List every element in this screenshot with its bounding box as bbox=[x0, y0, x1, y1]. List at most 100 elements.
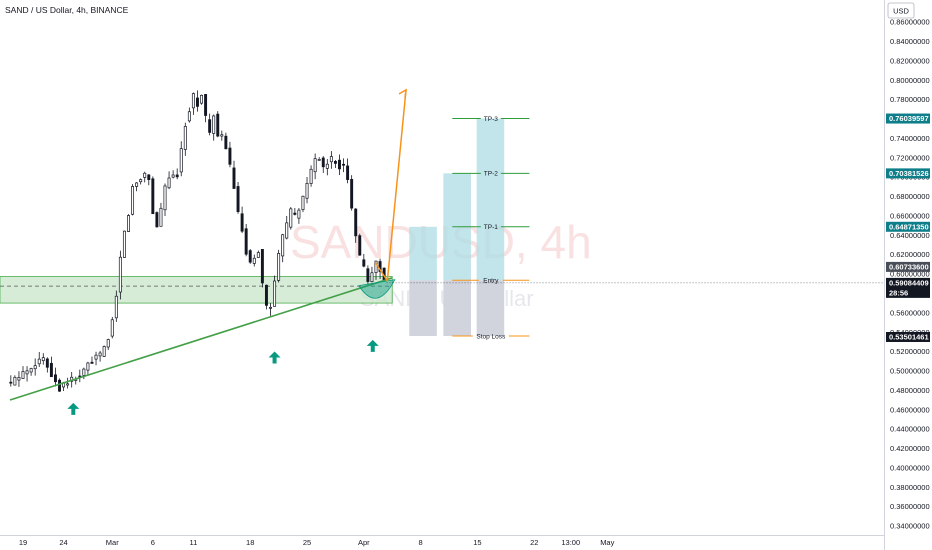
candle bbox=[33, 358, 37, 376]
entry-price-tag bbox=[886, 261, 930, 272]
candle bbox=[196, 90, 199, 112]
candle-body-down bbox=[358, 235, 362, 256]
target-box-3[interactable] bbox=[476, 118, 505, 281]
candle-body-up bbox=[256, 252, 260, 258]
candle-body-up bbox=[171, 174, 175, 178]
candle bbox=[208, 113, 212, 136]
candle bbox=[86, 361, 90, 376]
candle-body-up bbox=[25, 370, 29, 375]
price-tick-label: 0.84000000 bbox=[890, 37, 930, 46]
candle bbox=[131, 184, 135, 216]
candle bbox=[277, 249, 281, 283]
time-tick-label: 18 bbox=[246, 538, 254, 547]
candle-body-up bbox=[281, 234, 285, 257]
price-tick-label: 0.48000000 bbox=[890, 386, 930, 395]
candle bbox=[127, 214, 130, 233]
price-tick-label: 0.46000000 bbox=[890, 405, 930, 414]
time-axis-ticks: 19 24 Mar 6 11 18 25 Apr 8 15 22 13:00 May bbox=[19, 538, 615, 547]
candle bbox=[366, 265, 370, 285]
candle bbox=[333, 159, 337, 169]
candle bbox=[200, 94, 203, 105]
candle bbox=[260, 249, 264, 288]
candle bbox=[362, 253, 366, 268]
candle-body-down bbox=[45, 358, 49, 368]
candle bbox=[175, 168, 179, 180]
price-tick-label: 0.38000000 bbox=[890, 483, 930, 492]
support-zone[interactable] bbox=[0, 276, 393, 304]
candle-body-down bbox=[260, 249, 264, 284]
candle-body-up bbox=[114, 295, 118, 319]
projection-arrowhead bbox=[398, 88, 407, 98]
candle-body-down bbox=[58, 379, 61, 392]
candle-body-up bbox=[220, 134, 224, 137]
stop-box-2[interactable] bbox=[443, 280, 471, 337]
candle-body-up bbox=[285, 222, 289, 239]
stop-box-3[interactable] bbox=[476, 280, 505, 337]
candle bbox=[285, 215, 289, 240]
candle bbox=[110, 316, 114, 339]
candle-body-up bbox=[17, 377, 21, 381]
candle-body-up bbox=[98, 352, 102, 357]
target-box-1[interactable] bbox=[409, 226, 437, 281]
candle bbox=[183, 122, 187, 156]
price-tick-label: 0.40000000 bbox=[890, 463, 930, 472]
candle-body-down bbox=[224, 135, 228, 150]
candle-body-down bbox=[147, 174, 151, 180]
candle-body-down bbox=[378, 261, 382, 272]
stop-box-1[interactable] bbox=[409, 280, 437, 337]
candle bbox=[25, 366, 29, 382]
candle bbox=[297, 208, 301, 224]
current-price-tag bbox=[886, 277, 930, 298]
candle-body-up bbox=[143, 172, 147, 178]
price-tick-label: 0.62000000 bbox=[890, 250, 930, 259]
candle bbox=[45, 357, 49, 373]
candle bbox=[342, 158, 346, 173]
candle bbox=[273, 275, 277, 307]
candle bbox=[321, 156, 325, 173]
price-tick-label: 0.74000000 bbox=[890, 134, 930, 143]
candle-body-up bbox=[33, 365, 37, 370]
candle-body-up bbox=[13, 376, 17, 386]
candle bbox=[252, 254, 256, 267]
price-tick-label: 0.44000000 bbox=[890, 425, 930, 434]
candle-body-down bbox=[232, 167, 236, 189]
tp-label: TP-1 bbox=[484, 224, 498, 231]
support-trendline[interactable] bbox=[9, 277, 393, 401]
bounce-shape[interactable] bbox=[358, 279, 396, 299]
candle bbox=[354, 208, 358, 243]
candle-body-down bbox=[208, 119, 212, 133]
candle-body-up bbox=[110, 319, 114, 337]
currency-button[interactable] bbox=[887, 2, 915, 19]
time-tick-label: 6 bbox=[151, 538, 155, 547]
currency-label: USD bbox=[893, 7, 909, 16]
candle bbox=[256, 250, 260, 258]
candle-body-up bbox=[94, 354, 98, 360]
candle-body-up bbox=[82, 368, 86, 376]
current-price-tag-text: 0.59084409 bbox=[889, 278, 929, 287]
candle bbox=[118, 250, 122, 300]
time-axis[interactable]: 19 24 Mar 6 11 18 25 Apr 8 15 22 13:00 May bbox=[0, 535, 884, 548]
projection-path[interactable] bbox=[374, 89, 407, 283]
candle-body-up bbox=[329, 156, 333, 163]
candle bbox=[179, 141, 183, 177]
drawing-layer bbox=[0, 118, 505, 337]
price-tick-label: 0.42000000 bbox=[890, 444, 930, 453]
candle bbox=[346, 158, 350, 184]
candle bbox=[151, 176, 155, 215]
price-axis[interactable]: 0.86000000 0.84000000 0.82000000 0.80000000… bbox=[884, 0, 931, 550]
up-arrow-icon bbox=[366, 339, 379, 352]
candle-body-up bbox=[309, 168, 313, 184]
candle-body-down bbox=[366, 268, 370, 282]
candle bbox=[325, 159, 329, 176]
candle-body-up bbox=[277, 253, 281, 281]
candle bbox=[159, 202, 163, 227]
candle-body-up bbox=[179, 148, 183, 173]
price-tick-label: 0.66000000 bbox=[890, 211, 930, 220]
candle-body-down bbox=[196, 97, 199, 107]
candle bbox=[248, 248, 252, 264]
candle bbox=[264, 284, 268, 310]
symbol-title[interactable]: SAND / US Dollar, 4h, BINANCE bbox=[5, 5, 129, 15]
candle bbox=[289, 207, 293, 230]
candle-body-down bbox=[248, 250, 252, 263]
